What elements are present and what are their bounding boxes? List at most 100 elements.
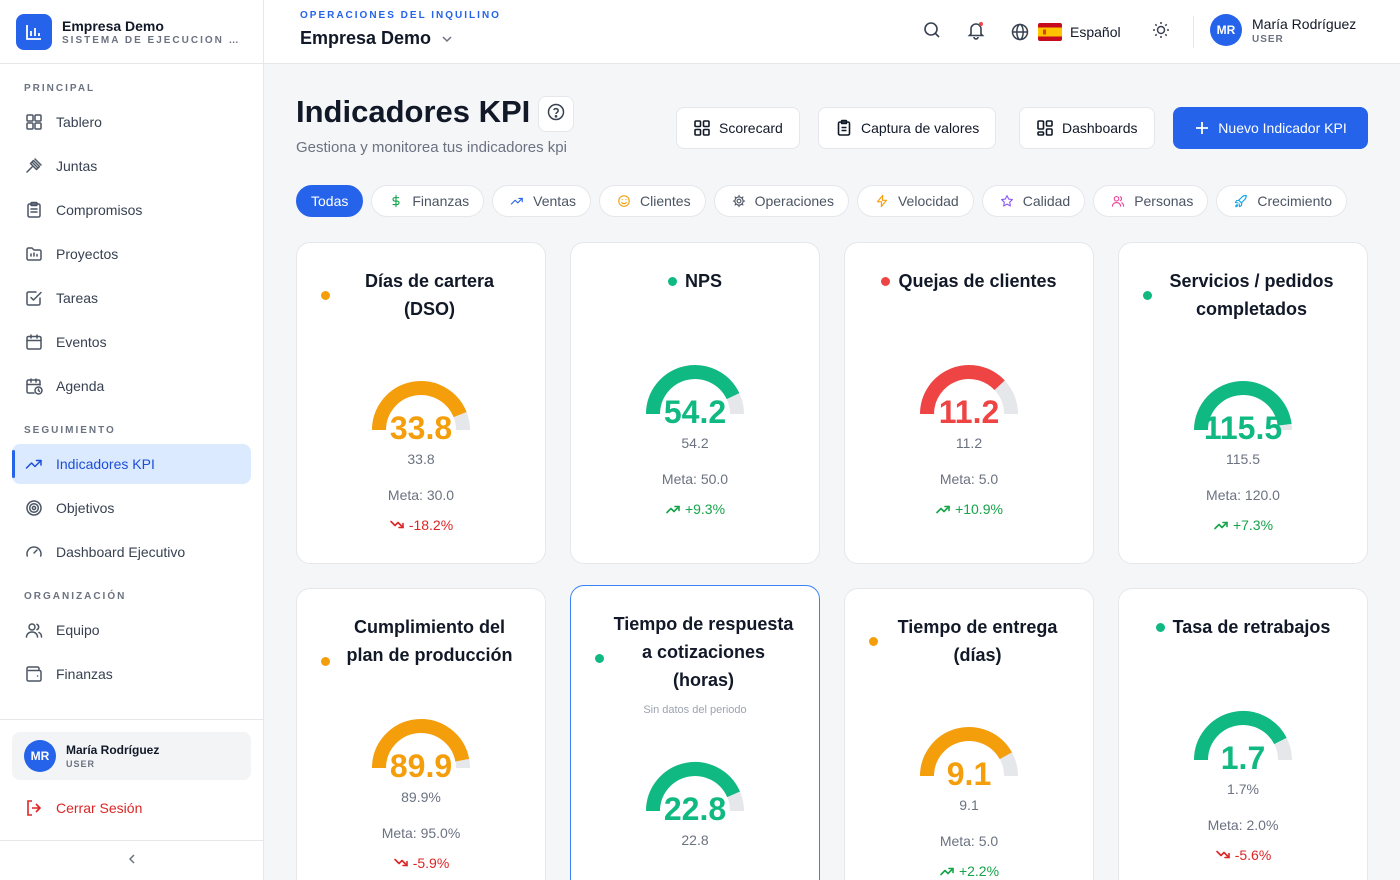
status-dot [321,291,330,300]
gauge-fill [1194,381,1292,431]
gauge-fill [920,727,1012,777]
filter-chip-finanzas[interactable]: Finanzas [371,185,485,217]
kpi-title: NPS [684,271,722,291]
kpi-value: 54.2 [663,394,727,430]
status-dot [321,657,330,666]
nav-section-label: PRINCIPAL [24,82,96,94]
sidebar-item-finanzas[interactable]: Finanzas [12,654,251,694]
kpi-gauge: 11.2 [914,359,1024,430]
tenant-selector[interactable]: Empresa Demo [300,28,453,49]
capture-values-label: Captura de valores [861,120,980,136]
wallet-icon [24,664,44,684]
chevron-down-icon [441,33,453,45]
header-user-role: USER [1252,33,1284,45]
filter-chip-label: Operaciones [754,193,834,209]
sidebar-item-proyectos[interactable]: Proyectos [12,234,251,274]
kpi-card[interactable]: NPS 54.2 54.2 Meta: 50.0 +9.3% [570,242,820,564]
header-user-menu[interactable]: MR María Rodríguez USER [1210,14,1356,46]
filter-chip-personas[interactable]: Personas [1093,185,1209,217]
kpi-card[interactable]: Servicios / pedidos completados 115.5 11… [1118,242,1368,564]
filter-chip-clientes[interactable]: Clientes [599,185,706,217]
calendar-icon [24,332,44,352]
kpi-card[interactable]: Tasa de retrabajos 1.7 1.7% Meta: 2.0% -… [1118,588,1368,880]
filter-chip-crecimiento[interactable]: Crecimiento [1216,185,1348,217]
sidebar-item-label: Agenda [56,378,105,394]
collapse-sidebar-button[interactable] [0,840,263,880]
kpi-title: Tasa de retrabajos [1172,617,1331,637]
kpi-card[interactable]: Días de cartera (DSO) 33.8 33.8 Meta: 30… [296,242,546,564]
sidebar-item-juntas[interactable]: Juntas [12,146,251,186]
trending-down-icon [1215,847,1231,863]
kpi-card[interactable]: Quejas de clientes 11.2 11.2 Meta: 5.0 +… [844,242,1094,564]
kpi-title: Tiempo de entrega (días) [897,617,1058,665]
sidebar-item-compromisos[interactable]: Compromisos [12,190,251,230]
brand[interactable]: Empresa Demo SISTEMA DE EJECUCIÓN EMPRES… [0,0,263,64]
sidebar-item-tablero[interactable]: Tablero [12,102,251,142]
kpi-card[interactable]: Tiempo de entrega (días) 9.1 9.1 Meta: 5… [844,588,1094,880]
search-icon [922,20,942,45]
users-icon [1111,194,1126,209]
scorecard-label: Scorecard [719,120,783,136]
filter-chip-label: Personas [1134,193,1194,209]
brand-name: Empresa Demo [62,17,164,34]
status-dot [1143,291,1152,300]
kpi-goal: Meta: 5.0 [939,833,999,849]
search-button[interactable] [920,20,944,44]
users-icon [24,620,44,640]
rocket-icon [1234,194,1249,209]
clipboard-icon [24,200,44,220]
sidebar-item-dashboard-ejecutivo[interactable]: Dashboard Ejecutivo [12,532,251,572]
dashboards-button[interactable]: Dashboards [1019,107,1155,149]
new-kpi-button[interactable]: Nuevo Indicador KPI [1173,107,1368,149]
filter-chip-operaciones[interactable]: Operaciones [713,185,849,217]
sidebar-item-label: Tablero [56,114,102,130]
kpi-trend: -5.6% [1119,847,1367,863]
kpi-trend: -5.9% [297,855,545,871]
category-filters: Todas Finanzas Ventas Clientes Operaciones Ve… [296,185,1348,217]
filter-chip-todas[interactable]: Todas [296,185,364,217]
kpi-goal: Meta: 50.0 [661,471,729,487]
capture-values-button[interactable]: Captura de valores [818,107,997,149]
bell-icon [966,20,986,45]
kpi-card[interactable]: Cumplimiento del plan de producción 89.9… [296,588,546,880]
sidebar-user-card[interactable]: MR María Rodríguez USER [12,732,251,780]
sidebar-nav: PRINCIPAL Tablero Juntas Compromisos Pro… [0,64,263,694]
notifications-button[interactable] [964,20,988,44]
status-dot [869,637,878,646]
sidebar-item-indicadores-kpi[interactable]: Indicadores KPI [12,444,251,484]
sidebar-item-agenda[interactable]: Agenda [12,366,251,406]
kpi-value-small: 115.5 [1226,451,1260,467]
gauge-icon [24,542,44,562]
kpi-gauge: 33.8 [366,375,476,446]
sidebar-item-label: Finanzas [56,666,113,682]
globe-icon [1010,22,1030,42]
sidebar-item-equipo[interactable]: Equipo [12,610,251,650]
kpi-card[interactable]: Tiempo de respuesta a cotizaciones (hora… [570,585,820,880]
scorecard-button[interactable]: Scorecard [676,107,800,149]
theme-toggle-button[interactable] [1149,20,1173,44]
trending-up-icon [935,501,951,517]
sidebar-item-eventos[interactable]: Eventos [12,322,251,362]
kpi-goal: Meta: 30.0 [387,487,455,503]
sidebar-item-label: Compromisos [56,202,143,218]
filter-chip-calidad[interactable]: Calidad [981,185,1086,217]
star-icon [999,194,1014,209]
status-dot [667,277,677,286]
sidebar: Empresa Demo SISTEMA DE EJECUCIÓN EMPRES… [0,0,264,880]
kpi-value-small: 1.7% [1227,781,1259,797]
kpi-trend-value: -5.6% [1234,847,1272,863]
kpi-value: 9.1 [946,756,992,792]
language-selector[interactable]: Español [1010,18,1121,46]
filter-chip-ventas[interactable]: Ventas [492,185,591,217]
filter-chip-velocidad[interactable]: Velocidad [856,185,974,217]
sidebar-item-objetivos[interactable]: Objetivos [12,488,251,528]
sidebar-item-label: Juntas [56,158,98,174]
tenant-label: OPERACIONES DEL INQUILINO [300,10,501,21]
logout-button[interactable]: Cerrar Sesión [12,792,251,824]
tenant-name: Empresa Demo [300,28,432,48]
status-dot [595,654,604,663]
help-button[interactable] [538,96,574,132]
sidebar-item-label: Indicadores KPI [56,456,155,472]
sidebar-item-label: Proyectos [56,246,119,262]
sidebar-item-tareas[interactable]: Tareas [12,278,251,318]
